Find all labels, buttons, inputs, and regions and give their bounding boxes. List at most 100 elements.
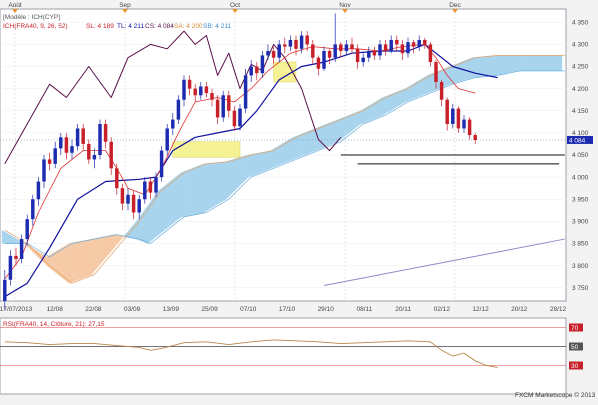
kumo-segment <box>192 165 199 215</box>
y-tick-label: 3 850 <box>572 241 589 248</box>
x-tick-label: 17/07/2013 <box>0 306 33 313</box>
candle-body <box>103 124 108 142</box>
candle-body <box>210 93 214 100</box>
kumo-segment <box>91 237 98 276</box>
candle-body <box>19 239 24 259</box>
y-tick-label: 3 900 <box>572 219 589 226</box>
kumo-segment <box>197 163 204 214</box>
candle-body <box>266 51 270 56</box>
x-tick-label: 03/09 <box>124 306 141 313</box>
candle-body <box>467 119 472 136</box>
candle-body <box>47 159 52 164</box>
candle-body <box>53 148 57 164</box>
candle-body <box>439 82 444 100</box>
candle-body <box>14 255 18 259</box>
candle-body <box>75 128 80 147</box>
indicator-sl: SL: 4 189 <box>86 23 114 30</box>
x-tick-label: 20/11 <box>395 306 411 313</box>
candle-body <box>299 35 304 49</box>
candle-body <box>255 66 259 74</box>
kumo-segment <box>489 55 495 77</box>
x-tick-label: 13/09 <box>163 306 180 313</box>
x-tick-label: 08/11 <box>357 306 373 313</box>
indicator-legend: ICH(FRA40, 9, 26, 52) SL: 4 189 TL: 4 21… <box>3 23 231 30</box>
kumo-segment <box>332 119 339 145</box>
candle-body <box>8 255 13 280</box>
month-marker <box>232 9 238 13</box>
x-tick-label: 28/12 <box>550 306 567 313</box>
kumo-segment <box>203 163 210 213</box>
month-marker <box>452 9 458 13</box>
kumo-segment <box>365 103 372 123</box>
candle-body <box>215 99 220 118</box>
kumo-segment <box>69 242 75 284</box>
candle-body <box>389 39 393 52</box>
kumo-segment <box>265 150 271 171</box>
candle-body <box>98 124 102 155</box>
candle-body <box>120 188 125 204</box>
rsi-level-tag <box>569 323 583 332</box>
y-tick-label: 3 750 <box>572 285 589 292</box>
rsi-line <box>4 339 498 368</box>
candle-body <box>42 159 46 182</box>
x-tick-label: 12/12 <box>472 306 489 313</box>
highlight-zones <box>0 61 566 287</box>
kumo-segment <box>298 132 305 158</box>
kumo-segment <box>147 197 154 244</box>
kumo-segment <box>511 55 518 73</box>
rsi-level-tag <box>569 342 583 351</box>
candle-body <box>182 79 186 100</box>
tenkan-sen <box>4 44 476 280</box>
last-price-label: 4 084 <box>569 137 586 144</box>
kumo-segment <box>231 158 238 195</box>
chikou-span <box>4 30 342 165</box>
candle-body <box>176 99 181 120</box>
kijun-sen <box>4 43 498 298</box>
candle-body <box>333 44 337 58</box>
candle-body <box>232 110 237 127</box>
kumo-segment <box>85 238 92 277</box>
kumo-segment <box>186 167 193 217</box>
kumo-segment <box>528 55 535 72</box>
kumo-segment <box>175 172 182 222</box>
candle-body <box>260 55 265 74</box>
y-tick-label: 4 100 <box>572 130 589 137</box>
candle-body <box>36 181 41 200</box>
y-tick-label: 4 150 <box>572 108 589 115</box>
month-label: Sep <box>119 2 131 9</box>
x-tick-label: 20/12 <box>511 306 528 313</box>
ichimoku-cloud <box>1 55 565 284</box>
kumo-segment <box>164 181 171 231</box>
candle-body <box>31 199 35 220</box>
month-marker <box>12 9 18 13</box>
kumo-segment <box>237 156 243 189</box>
candle-body <box>199 86 203 96</box>
kumo-segment <box>533 55 540 72</box>
y-tick-label: 4 000 <box>572 174 589 181</box>
candle-body <box>64 137 69 153</box>
candle-body <box>383 44 388 52</box>
kumo-segment <box>80 239 87 280</box>
candle-body <box>283 44 287 47</box>
candle-body <box>271 51 276 58</box>
kumo-segment <box>259 151 266 173</box>
x-tick-label: 02/12 <box>434 306 451 313</box>
candle-body <box>350 44 354 49</box>
candle-body <box>92 155 97 160</box>
candle-body <box>238 108 242 127</box>
kumo-segment <box>371 100 378 120</box>
y-tick-label: 4 300 <box>572 42 589 49</box>
indicator-lines <box>4 30 498 298</box>
month-label: Dec <box>449 2 461 9</box>
kumo-segment <box>74 241 81 282</box>
candle-body <box>294 39 298 49</box>
x-tick-label: 22/08 <box>85 306 102 313</box>
candle-body <box>434 62 438 82</box>
candle-body <box>165 128 169 151</box>
x-tick-label: 17/10 <box>279 306 296 313</box>
candle-body <box>154 177 158 193</box>
candle-body <box>456 108 461 129</box>
kumo-segment <box>483 55 490 77</box>
